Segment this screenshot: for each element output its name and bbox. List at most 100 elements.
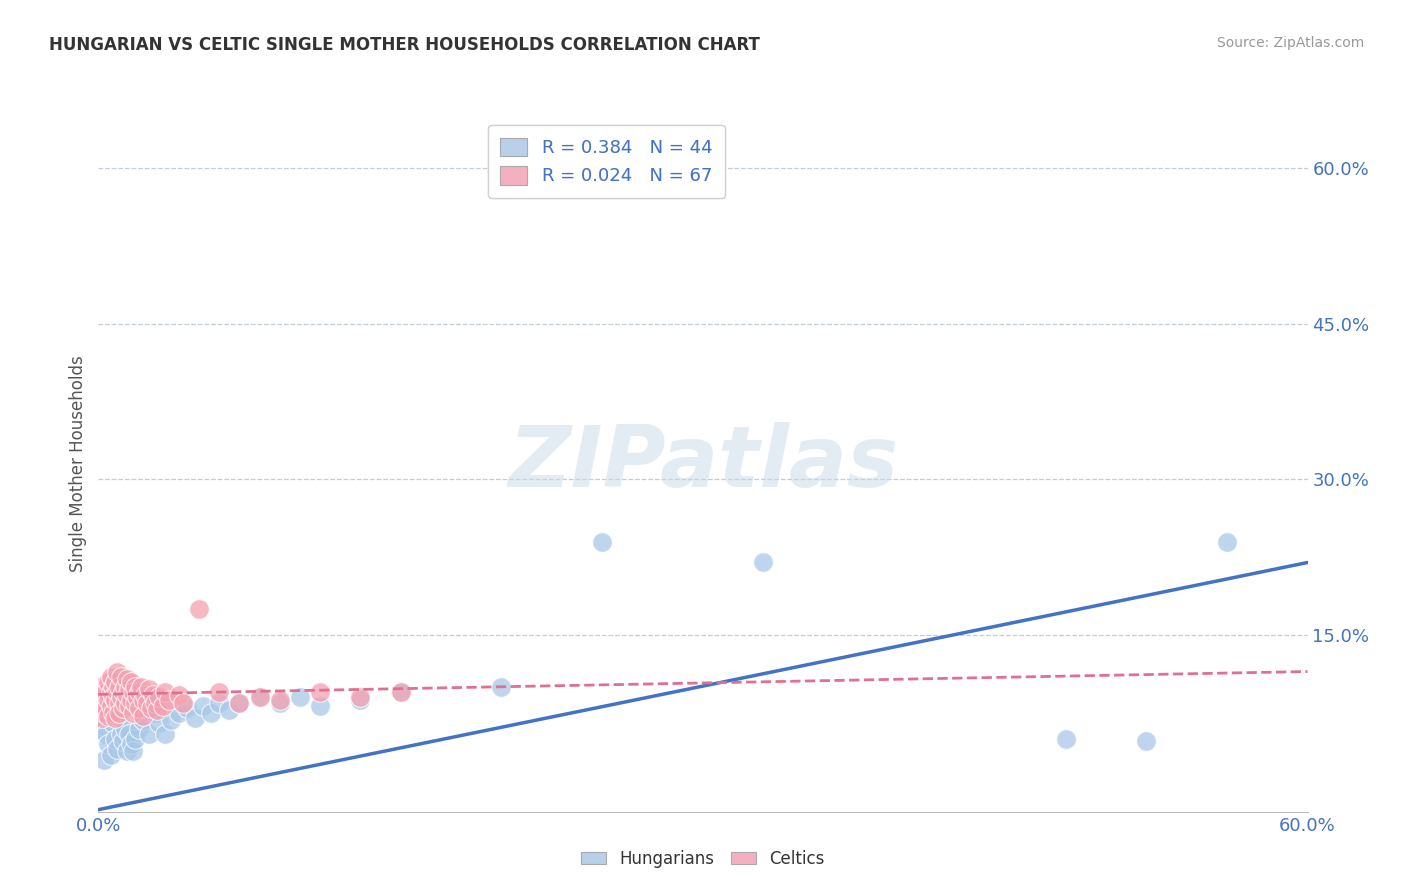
Point — [96, 701, 118, 715]
Point — [128, 701, 150, 715]
Point — [114, 696, 136, 710]
Point — [93, 753, 115, 767]
Point — [148, 690, 170, 705]
Point — [188, 602, 211, 616]
Point — [249, 690, 271, 705]
Point — [121, 744, 143, 758]
Point — [153, 727, 176, 741]
Point — [309, 685, 332, 699]
Point — [120, 737, 142, 751]
Point — [115, 744, 138, 758]
Point — [132, 709, 155, 723]
Point — [172, 696, 194, 710]
Legend: Hungarians, Celtics: Hungarians, Celtics — [575, 844, 831, 875]
Point — [121, 685, 143, 699]
Point — [124, 732, 146, 747]
Point — [96, 727, 118, 741]
Point — [100, 685, 122, 699]
Point — [132, 692, 155, 706]
Point — [1135, 734, 1157, 748]
Point — [103, 692, 125, 706]
Point — [124, 680, 146, 694]
Point — [103, 711, 125, 725]
Point — [110, 727, 132, 741]
Point — [107, 680, 129, 694]
Point — [101, 690, 124, 705]
Point — [208, 696, 231, 710]
Point — [389, 685, 412, 699]
Point — [153, 685, 176, 699]
Point — [105, 742, 128, 756]
Point — [249, 690, 271, 705]
Point — [184, 711, 207, 725]
Point — [89, 680, 111, 694]
Point — [100, 698, 122, 713]
Point — [121, 706, 143, 720]
Text: ZIPatlas: ZIPatlas — [508, 422, 898, 506]
Point — [152, 698, 174, 713]
Point — [97, 709, 120, 723]
Point — [491, 680, 513, 694]
Y-axis label: Single Mother Households: Single Mother Households — [69, 356, 87, 572]
Point — [103, 674, 125, 689]
Text: HUNGARIAN VS CELTIC SINGLE MOTHER HOUSEHOLDS CORRELATION CHART: HUNGARIAN VS CELTIC SINGLE MOTHER HOUSEH… — [49, 36, 761, 54]
Point — [132, 714, 155, 728]
Point — [105, 685, 128, 699]
Point — [111, 685, 134, 699]
Point — [349, 692, 371, 706]
Point — [218, 703, 240, 717]
Point — [115, 672, 138, 686]
Point — [118, 698, 141, 713]
Point — [193, 698, 215, 713]
Point — [93, 706, 115, 720]
Point — [228, 696, 250, 710]
Point — [143, 706, 166, 720]
Point — [96, 685, 118, 699]
Point — [167, 706, 190, 720]
Point — [118, 727, 141, 741]
Point — [107, 711, 129, 725]
Point — [200, 706, 222, 720]
Point — [389, 685, 412, 699]
Point — [138, 727, 160, 741]
Point — [91, 711, 114, 725]
Point — [128, 722, 150, 736]
Point — [129, 680, 152, 694]
Point — [118, 682, 141, 697]
Point — [111, 701, 134, 715]
Point — [135, 696, 157, 710]
Point — [134, 689, 156, 703]
Point — [269, 696, 291, 710]
Point — [157, 692, 180, 706]
Point — [114, 722, 136, 736]
Text: Source: ZipAtlas.com: Source: ZipAtlas.com — [1216, 36, 1364, 50]
Point — [269, 692, 291, 706]
Point — [591, 534, 613, 549]
Point — [120, 692, 142, 706]
Point — [1054, 732, 1077, 747]
Point — [208, 685, 231, 699]
Point — [309, 698, 332, 713]
Point — [142, 689, 165, 703]
Point — [228, 696, 250, 710]
Point — [1216, 534, 1239, 549]
Point — [143, 696, 166, 710]
Point — [100, 747, 122, 762]
Point — [101, 716, 124, 731]
Point — [125, 690, 148, 705]
Point — [115, 689, 138, 703]
Point — [110, 690, 132, 705]
Point — [349, 690, 371, 705]
Point — [120, 674, 142, 689]
Point — [124, 696, 146, 710]
Legend: R = 0.384   N = 44, R = 0.024   N = 67: R = 0.384 N = 44, R = 0.024 N = 67 — [488, 125, 725, 198]
Point — [139, 701, 162, 715]
Point — [146, 703, 169, 717]
Point — [101, 706, 124, 720]
Point — [167, 689, 190, 703]
Point — [160, 714, 183, 728]
Point — [114, 680, 136, 694]
Point — [107, 706, 129, 720]
Point — [103, 732, 125, 747]
Point — [110, 670, 132, 684]
